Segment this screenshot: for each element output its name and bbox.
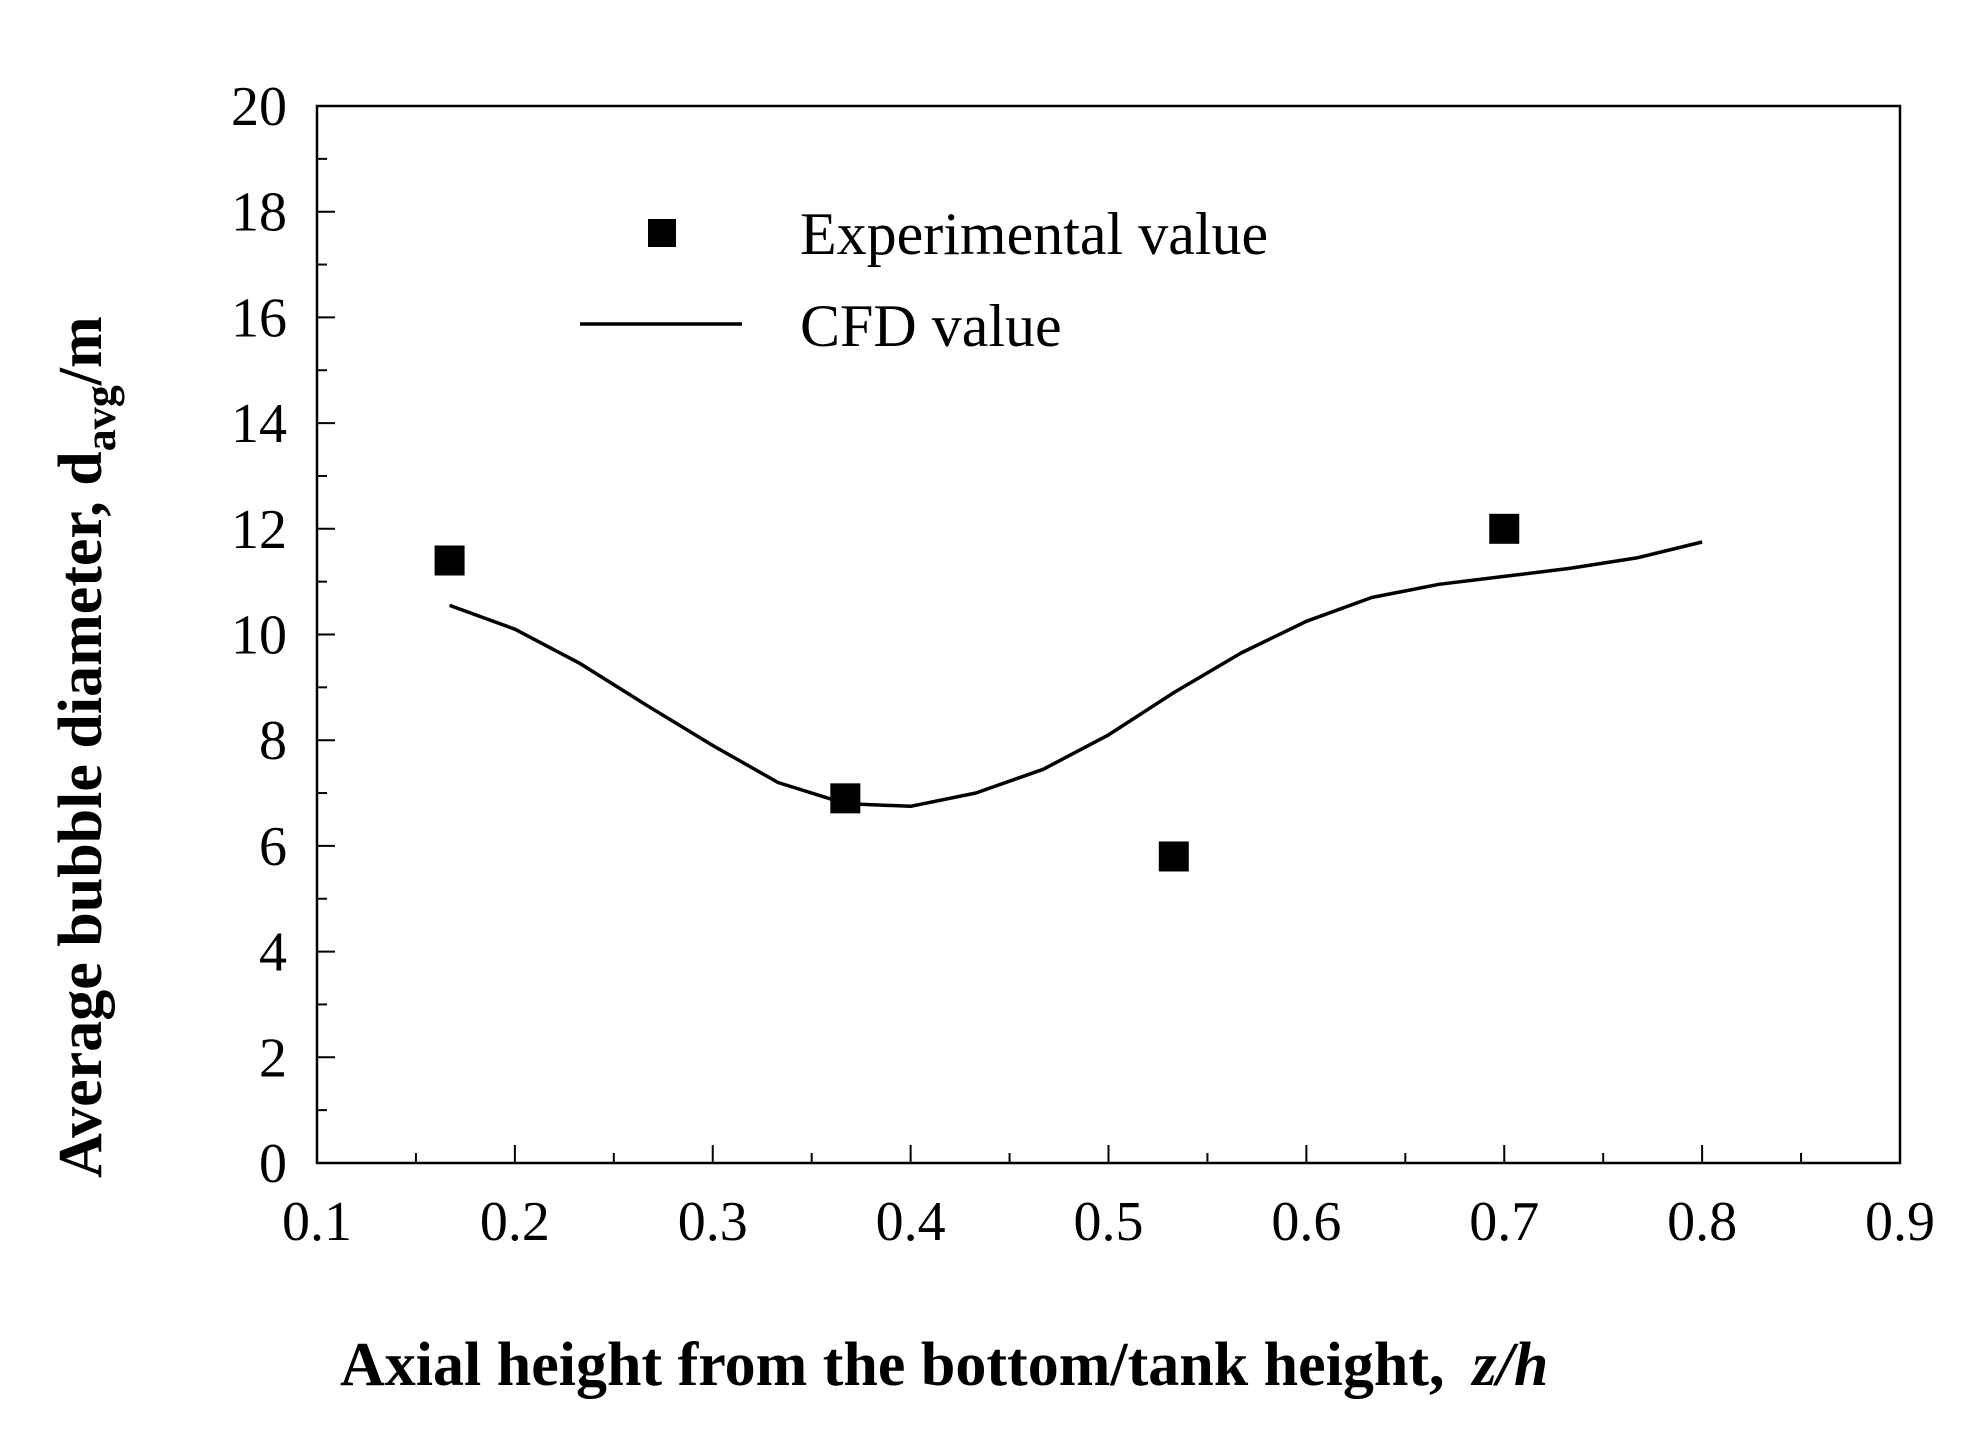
y-tick-label: 18: [231, 182, 287, 244]
x-axis-title: Axial height from the bottom/tank height…: [340, 1331, 1548, 1399]
y-tick-label: 4: [259, 922, 287, 984]
y-axis-title: Average bubble diameter, davg/m: [47, 316, 125, 1178]
x-tick-label: 0.6: [1271, 1191, 1341, 1253]
y-tick-label: 14: [231, 393, 287, 455]
experimental-point: [1158, 841, 1189, 872]
cfd-series-line: [449, 540, 1703, 809]
x-tick-label: 0.1: [282, 1191, 352, 1253]
experimental-point: [434, 545, 465, 576]
x-tick-label: 0.2: [480, 1191, 550, 1253]
y-tick-labels: 0 2 4 6 8 10 12 14 16 18 20: [231, 76, 287, 1195]
x-tick-label: 0.8: [1667, 1191, 1737, 1253]
y-tick-label: 2: [259, 1027, 287, 1089]
x-tick-label: 0.9: [1865, 1191, 1935, 1253]
experimental-point: [830, 783, 861, 814]
y-tick-label: 12: [231, 499, 287, 561]
x-tick-label: 0.5: [1074, 1191, 1144, 1253]
x-tick-labels: 0.1 0.2 0.3 0.4 0.5 0.6 0.7 0.8 0.9: [282, 1191, 1935, 1253]
axis-ticks: [316, 105, 1901, 1164]
y-tick-label: 8: [259, 710, 287, 772]
legend-label-cfd: CFD value: [800, 293, 1062, 359]
x-tick-label: 0.3: [678, 1191, 748, 1253]
legend-label-experimental: Experimental value: [800, 201, 1268, 267]
x-tick-label: 0.4: [876, 1191, 946, 1253]
experimental-point: [1489, 513, 1520, 544]
y-tick-label: 0: [259, 1133, 287, 1195]
legend: Experimental value CFD value: [580, 201, 1268, 359]
x-tick-label: 0.7: [1469, 1191, 1539, 1253]
y-tick-label: 16: [231, 287, 287, 349]
experimental-points: [434, 513, 1520, 872]
legend-marker-experimental: [648, 219, 676, 247]
y-tick-label: 10: [231, 605, 287, 667]
y-tick-label: 6: [259, 816, 287, 878]
y-tick-label: 20: [231, 76, 287, 138]
